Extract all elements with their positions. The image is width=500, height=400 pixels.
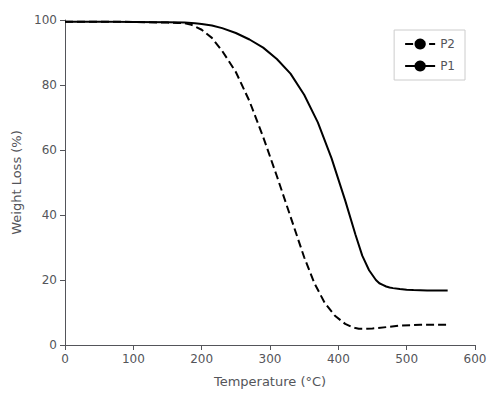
svg-text:Temperature (°C): Temperature (°C)	[213, 374, 326, 389]
svg-text:P1: P1	[440, 59, 455, 73]
svg-text:400: 400	[327, 352, 350, 366]
svg-text:0: 0	[49, 338, 57, 352]
svg-text:300: 300	[259, 352, 282, 366]
svg-text:200: 200	[190, 352, 213, 366]
svg-text:P2: P2	[440, 37, 455, 51]
svg-text:500: 500	[395, 352, 418, 366]
svg-text:100: 100	[122, 352, 145, 366]
svg-text:600: 600	[464, 352, 487, 366]
svg-text:60: 60	[42, 143, 57, 157]
svg-text:Weight Loss (%): Weight Loss (%)	[9, 130, 24, 235]
svg-text:20: 20	[42, 273, 57, 287]
svg-text:0: 0	[61, 352, 69, 366]
svg-text:80: 80	[42, 78, 57, 92]
svg-text:100: 100	[34, 13, 57, 27]
svg-text:40: 40	[42, 208, 57, 222]
